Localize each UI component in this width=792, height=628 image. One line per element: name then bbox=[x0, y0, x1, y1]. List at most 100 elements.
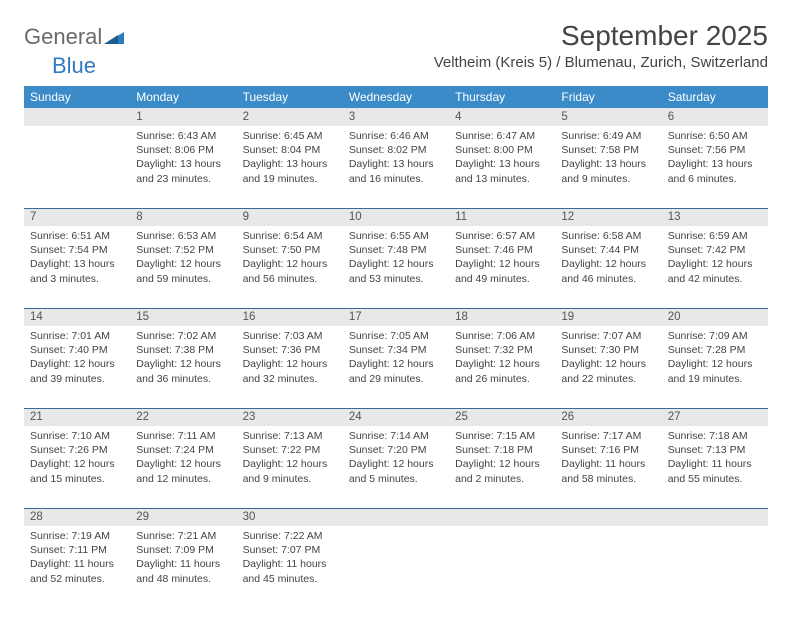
daylight-text: Daylight: 11 hours and 55 minutes. bbox=[668, 457, 762, 485]
sunrise-text: Sunrise: 7:21 AM bbox=[136, 529, 230, 543]
week-row: Sunrise: 6:43 AMSunset: 8:06 PMDaylight:… bbox=[24, 126, 768, 208]
sunrise-text: Sunrise: 6:47 AM bbox=[455, 129, 549, 143]
daylight-text: Daylight: 12 hours and 46 minutes. bbox=[561, 257, 655, 285]
calendar-table: Sunday Monday Tuesday Wednesday Thursday… bbox=[24, 86, 768, 608]
day-cell bbox=[555, 526, 661, 608]
day-number: 21 bbox=[24, 408, 130, 426]
sunset-text: Sunset: 7:18 PM bbox=[455, 443, 549, 457]
sunrise-text: Sunrise: 7:15 AM bbox=[455, 429, 549, 443]
day-number: 22 bbox=[130, 408, 236, 426]
sunrise-text: Sunrise: 7:02 AM bbox=[136, 329, 230, 343]
day-number: 19 bbox=[555, 308, 661, 326]
day-cell: Sunrise: 7:02 AMSunset: 7:38 PMDaylight:… bbox=[130, 326, 236, 408]
day-number: 30 bbox=[237, 508, 343, 526]
day-number: 27 bbox=[662, 408, 768, 426]
daylight-text: Daylight: 12 hours and 59 minutes. bbox=[136, 257, 230, 285]
day-cell bbox=[449, 526, 555, 608]
daylight-text: Daylight: 13 hours and 9 minutes. bbox=[561, 157, 655, 185]
sunrise-text: Sunrise: 7:14 AM bbox=[349, 429, 443, 443]
day-cell: Sunrise: 7:09 AMSunset: 7:28 PMDaylight:… bbox=[662, 326, 768, 408]
day-header: Sunday bbox=[24, 86, 130, 108]
sunset-text: Sunset: 7:07 PM bbox=[243, 543, 337, 557]
sunset-text: Sunset: 7:09 PM bbox=[136, 543, 230, 557]
day-number: 13 bbox=[662, 208, 768, 226]
day-cell: Sunrise: 7:18 AMSunset: 7:13 PMDaylight:… bbox=[662, 426, 768, 508]
day-cell: Sunrise: 6:46 AMSunset: 8:02 PMDaylight:… bbox=[343, 126, 449, 208]
logo-text-1: General bbox=[24, 24, 102, 49]
sunrise-text: Sunrise: 7:22 AM bbox=[243, 529, 337, 543]
sunrise-text: Sunrise: 6:57 AM bbox=[455, 229, 549, 243]
daylight-text: Daylight: 13 hours and 23 minutes. bbox=[136, 157, 230, 185]
daylight-text: Daylight: 11 hours and 48 minutes. bbox=[136, 557, 230, 585]
sunrise-text: Sunrise: 6:50 AM bbox=[668, 129, 762, 143]
daylight-text: Daylight: 12 hours and 53 minutes. bbox=[349, 257, 443, 285]
sunset-text: Sunset: 7:20 PM bbox=[349, 443, 443, 457]
day-number: 16 bbox=[237, 308, 343, 326]
sunrise-text: Sunrise: 6:55 AM bbox=[349, 229, 443, 243]
sunset-text: Sunset: 7:38 PM bbox=[136, 343, 230, 357]
sunset-text: Sunset: 7:26 PM bbox=[30, 443, 124, 457]
sunrise-text: Sunrise: 7:07 AM bbox=[561, 329, 655, 343]
day-number: 29 bbox=[130, 508, 236, 526]
day-number: 8 bbox=[130, 208, 236, 226]
daylight-text: Daylight: 12 hours and 15 minutes. bbox=[30, 457, 124, 485]
day-cell: Sunrise: 7:22 AMSunset: 7:07 PMDaylight:… bbox=[237, 526, 343, 608]
daylight-text: Daylight: 11 hours and 45 minutes. bbox=[243, 557, 337, 585]
day-number bbox=[555, 508, 661, 526]
sunrise-text: Sunrise: 7:19 AM bbox=[30, 529, 124, 543]
daylight-text: Daylight: 12 hours and 39 minutes. bbox=[30, 357, 124, 385]
day-cell: Sunrise: 7:17 AMSunset: 7:16 PMDaylight:… bbox=[555, 426, 661, 508]
sunset-text: Sunset: 7:58 PM bbox=[561, 143, 655, 157]
daylight-text: Daylight: 13 hours and 6 minutes. bbox=[668, 157, 762, 185]
day-number: 9 bbox=[237, 208, 343, 226]
day-cell: Sunrise: 7:11 AMSunset: 7:24 PMDaylight:… bbox=[130, 426, 236, 508]
sunset-text: Sunset: 7:42 PM bbox=[668, 243, 762, 257]
day-number-row: 78910111213 bbox=[24, 208, 768, 226]
daylight-text: Daylight: 12 hours and 56 minutes. bbox=[243, 257, 337, 285]
sunset-text: Sunset: 7:52 PM bbox=[136, 243, 230, 257]
sunset-text: Sunset: 7:44 PM bbox=[561, 243, 655, 257]
day-cell: Sunrise: 7:15 AMSunset: 7:18 PMDaylight:… bbox=[449, 426, 555, 508]
daylight-text: Daylight: 12 hours and 9 minutes. bbox=[243, 457, 337, 485]
day-number: 3 bbox=[343, 108, 449, 126]
daylight-text: Daylight: 12 hours and 42 minutes. bbox=[668, 257, 762, 285]
sunrise-text: Sunrise: 7:13 AM bbox=[243, 429, 337, 443]
day-number-row: 21222324252627 bbox=[24, 408, 768, 426]
day-cell: Sunrise: 6:57 AMSunset: 7:46 PMDaylight:… bbox=[449, 226, 555, 308]
daylight-text: Daylight: 11 hours and 52 minutes. bbox=[30, 557, 124, 585]
sunset-text: Sunset: 8:00 PM bbox=[455, 143, 549, 157]
day-cell: Sunrise: 7:01 AMSunset: 7:40 PMDaylight:… bbox=[24, 326, 130, 408]
daylight-text: Daylight: 13 hours and 3 minutes. bbox=[30, 257, 124, 285]
day-number: 20 bbox=[662, 308, 768, 326]
sunset-text: Sunset: 8:06 PM bbox=[136, 143, 230, 157]
day-number bbox=[662, 508, 768, 526]
sunset-text: Sunset: 7:24 PM bbox=[136, 443, 230, 457]
logo: General Blue bbox=[24, 26, 124, 78]
logo-text-2: Blue bbox=[52, 53, 96, 78]
location: Veltheim (Kreis 5) / Blumenau, Zurich, S… bbox=[434, 54, 768, 71]
sunset-text: Sunset: 7:40 PM bbox=[30, 343, 124, 357]
daylight-text: Daylight: 11 hours and 58 minutes. bbox=[561, 457, 655, 485]
daylight-text: Daylight: 12 hours and 5 minutes. bbox=[349, 457, 443, 485]
day-header: Thursday bbox=[449, 86, 555, 108]
day-header: Friday bbox=[555, 86, 661, 108]
day-header: Wednesday bbox=[343, 86, 449, 108]
day-header: Monday bbox=[130, 86, 236, 108]
sunrise-text: Sunrise: 6:53 AM bbox=[136, 229, 230, 243]
logo-triangle-icon bbox=[104, 30, 124, 49]
day-cell: Sunrise: 6:58 AMSunset: 7:44 PMDaylight:… bbox=[555, 226, 661, 308]
week-row: Sunrise: 6:51 AMSunset: 7:54 PMDaylight:… bbox=[24, 226, 768, 308]
day-number: 17 bbox=[343, 308, 449, 326]
header: General Blue September 2025 Veltheim (Kr… bbox=[24, 20, 768, 78]
week-row: Sunrise: 7:19 AMSunset: 7:11 PMDaylight:… bbox=[24, 526, 768, 608]
day-cell: Sunrise: 6:43 AMSunset: 8:06 PMDaylight:… bbox=[130, 126, 236, 208]
day-number: 26 bbox=[555, 408, 661, 426]
sunset-text: Sunset: 7:36 PM bbox=[243, 343, 337, 357]
day-number: 7 bbox=[24, 208, 130, 226]
day-number: 14 bbox=[24, 308, 130, 326]
sunset-text: Sunset: 7:56 PM bbox=[668, 143, 762, 157]
daylight-text: Daylight: 12 hours and 12 minutes. bbox=[136, 457, 230, 485]
sunrise-text: Sunrise: 6:43 AM bbox=[136, 129, 230, 143]
sunrise-text: Sunrise: 7:06 AM bbox=[455, 329, 549, 343]
day-cell bbox=[24, 126, 130, 208]
